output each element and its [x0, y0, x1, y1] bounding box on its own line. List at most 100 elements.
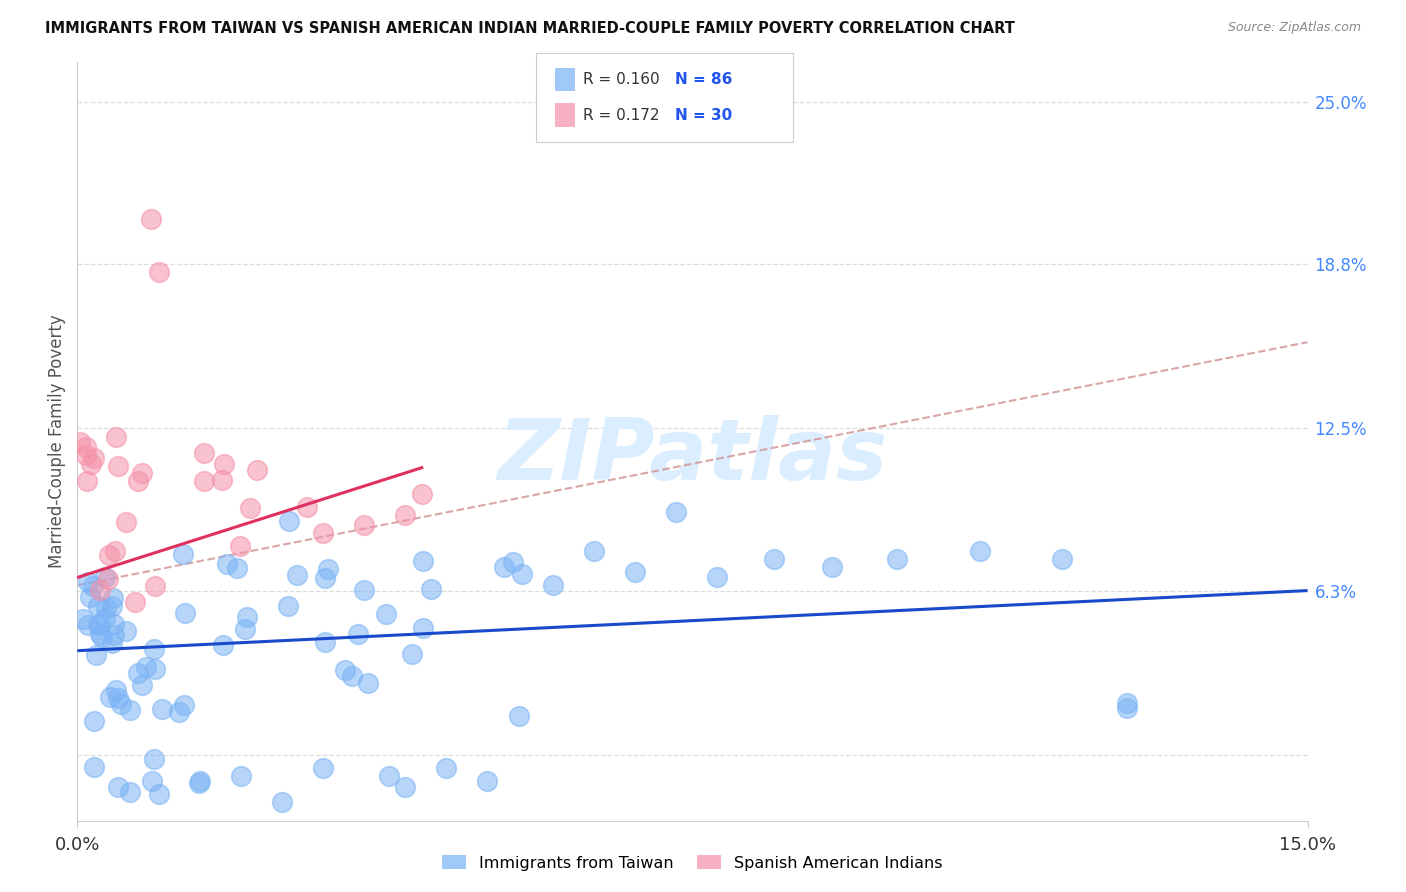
Point	[706, 570, 728, 584]
Text: N = 30: N = 30	[675, 108, 733, 122]
Point	[114, 624, 136, 638]
Point	[477, 774, 499, 789]
Point	[436, 761, 458, 775]
Point	[316, 561, 339, 575]
Point	[107, 458, 129, 473]
Point	[314, 635, 336, 649]
Point	[378, 769, 401, 783]
Point	[353, 518, 375, 533]
Text: Source: ZipAtlas.com: Source: ZipAtlas.com	[1227, 21, 1361, 35]
Point	[94, 600, 117, 615]
Point	[212, 457, 235, 471]
Point	[169, 705, 191, 719]
Point	[401, 647, 423, 661]
Point	[131, 678, 153, 692]
Point	[229, 539, 252, 553]
Point	[236, 610, 259, 624]
Point	[98, 549, 121, 563]
Point	[173, 606, 195, 620]
Point	[98, 690, 121, 705]
Point	[115, 515, 138, 529]
Point	[141, 773, 163, 788]
Point	[510, 567, 533, 582]
Point	[1116, 701, 1139, 715]
Point	[148, 264, 170, 278]
Point	[420, 582, 443, 597]
Point	[172, 547, 194, 561]
Point	[143, 579, 166, 593]
Point	[886, 552, 908, 566]
Point	[412, 554, 434, 568]
Point	[335, 663, 357, 677]
Point	[103, 628, 125, 642]
Point	[83, 451, 105, 466]
Point	[187, 775, 209, 789]
Point	[131, 466, 153, 480]
Point	[225, 561, 247, 575]
Point	[212, 638, 235, 652]
Point	[87, 617, 110, 632]
Y-axis label: Married-Couple Family Poverty: Married-Couple Family Poverty	[48, 315, 66, 568]
Point	[143, 641, 166, 656]
Point	[314, 572, 336, 586]
Point	[353, 582, 375, 597]
Point	[83, 759, 105, 773]
Text: ZIPatlas: ZIPatlas	[498, 415, 887, 499]
Point	[821, 560, 844, 574]
Point	[82, 579, 104, 593]
Point	[75, 440, 97, 454]
Point	[124, 595, 146, 609]
Point	[93, 570, 115, 584]
Point	[77, 617, 100, 632]
Point	[312, 526, 335, 541]
Point	[75, 448, 97, 462]
Point	[89, 627, 111, 641]
Point	[118, 703, 141, 717]
Point	[110, 698, 132, 712]
Point	[239, 501, 262, 516]
Point	[79, 591, 101, 605]
Point	[105, 430, 128, 444]
Text: R = 0.160: R = 0.160	[583, 72, 659, 87]
Point	[211, 474, 233, 488]
Point	[134, 660, 156, 674]
Point	[583, 544, 606, 558]
Point	[72, 611, 94, 625]
Point	[91, 630, 114, 644]
Point	[492, 560, 515, 574]
Point	[89, 582, 111, 597]
Point	[278, 514, 301, 528]
Point	[1050, 552, 1073, 566]
Point	[143, 662, 166, 676]
Point	[394, 508, 416, 522]
Point	[69, 434, 91, 449]
Text: IMMIGRANTS FROM TAIWAN VS SPANISH AMERICAN INDIAN MARRIED-COUPLE FAMILY POVERTY : IMMIGRANTS FROM TAIWAN VS SPANISH AMERIC…	[45, 21, 1015, 37]
Point	[148, 788, 170, 802]
Point	[624, 566, 647, 580]
Point	[277, 599, 299, 614]
Point	[93, 611, 115, 625]
Point	[188, 774, 212, 789]
Point	[271, 795, 294, 809]
Point	[412, 621, 434, 635]
Point	[76, 474, 98, 488]
Point	[193, 446, 215, 460]
Point	[295, 500, 318, 514]
Point	[127, 474, 149, 488]
Point	[356, 676, 378, 690]
Point	[101, 599, 124, 613]
Point	[231, 769, 253, 783]
Point	[502, 555, 524, 569]
Point	[508, 708, 530, 723]
Point	[173, 698, 195, 712]
Point	[77, 574, 100, 589]
Point	[103, 591, 125, 605]
Point	[141, 212, 163, 227]
Point	[83, 714, 105, 728]
Point	[193, 474, 215, 488]
Point	[89, 617, 111, 632]
Point	[127, 666, 149, 681]
Point	[107, 780, 129, 794]
Point	[87, 599, 110, 613]
Point	[84, 648, 107, 663]
